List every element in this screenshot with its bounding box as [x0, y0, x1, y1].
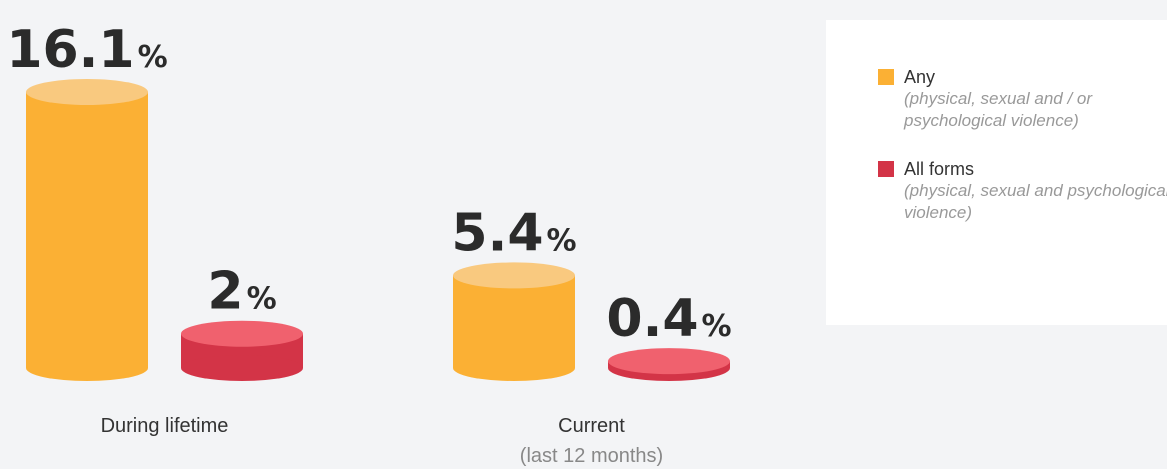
value-label: 0.4% — [606, 289, 731, 349]
legend-name: All forms — [904, 159, 975, 179]
category-note: (last 12 months) — [520, 445, 663, 467]
legend-item: Any (physical, sexual and / or psychologi… — [878, 66, 1167, 132]
bar-bottom — [181, 355, 303, 381]
value-label: 16.1% — [6, 20, 167, 80]
bar-body — [26, 92, 148, 368]
legend-text: All forms (physical, sexual and psycholog… — [904, 158, 1167, 224]
value-label: 2% — [207, 262, 276, 322]
legend-swatch — [878, 161, 894, 177]
bar-top — [453, 262, 575, 289]
legend-item: All forms (physical, sexual and psycholog… — [878, 158, 1167, 224]
legend-description: (physical, sexual and psychological viol… — [904, 181, 1167, 222]
bar-bottom — [26, 355, 148, 381]
bar-body — [453, 275, 575, 368]
bar-top — [26, 79, 148, 105]
legend: Any (physical, sexual and / or psychologi… — [826, 20, 1167, 325]
category-label: Current — [558, 415, 625, 437]
legend-name: Any — [904, 67, 936, 87]
bar-top — [181, 320, 303, 347]
value-label: 5.4% — [451, 203, 576, 263]
legend-swatch — [878, 69, 894, 85]
bar-top — [608, 348, 730, 375]
bar-bottom — [453, 355, 575, 381]
legend-text: Any (physical, sexual and / or psychologi… — [904, 66, 1167, 132]
category-label: During lifetime — [101, 415, 229, 437]
legend-description: (physical, sexual and / or psychological… — [904, 89, 1093, 130]
